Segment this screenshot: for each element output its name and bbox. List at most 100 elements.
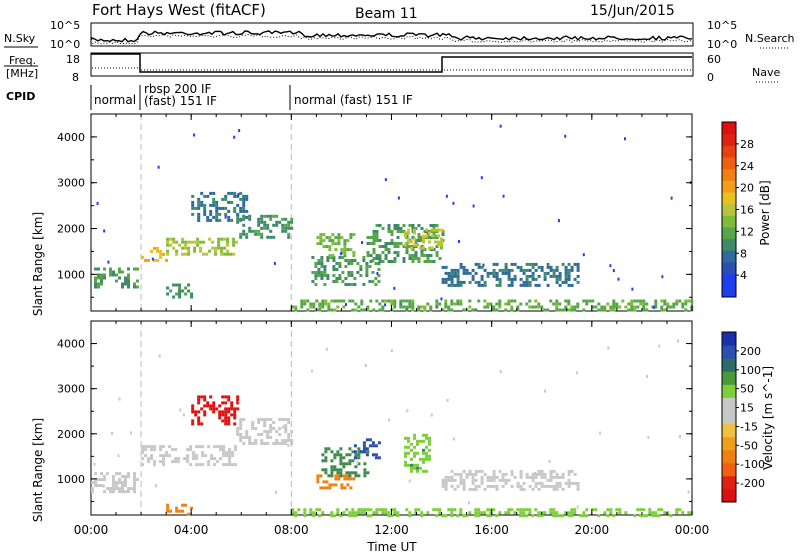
data-cell [492,478,496,482]
data-cell [447,305,451,309]
data-cell [573,472,577,476]
data-cell [531,277,535,281]
data-cell [172,246,176,250]
data-cell [576,487,580,491]
data-cell [215,218,219,222]
data-cell [361,241,364,245]
data-cell [172,283,176,287]
nsearch-tick-bottom: 10^0 [707,38,737,51]
data-cell [609,305,613,309]
data-cell [320,265,324,268]
colorbar-tick-label: -15 [740,420,758,433]
data-cell [501,475,505,479]
data-cell [597,308,601,312]
data-cell [195,445,199,449]
data-cell [393,260,397,263]
data-cell [548,459,551,463]
data-cell [303,511,307,515]
data-cell [495,514,499,518]
data-cell [187,289,191,293]
data-cell [396,236,400,239]
data-cell [166,252,170,256]
data-cell [339,459,343,463]
data-cell [150,448,154,452]
data-cell [127,472,130,476]
data-cell [169,243,173,247]
data-cell [159,454,163,458]
data-cell [245,232,249,236]
data-cell [321,453,325,457]
data-cell [428,454,431,458]
data-cell [459,475,463,479]
data-cell [326,277,330,280]
data-cell [612,302,616,306]
data-cell [513,511,517,515]
data-cell [462,484,466,488]
data-cell [203,413,207,417]
colorbar-swatch [722,157,736,170]
nave-tick-top: 60 [707,53,721,66]
x-tick-label: 00:00 [675,523,710,537]
data-cell [453,472,457,476]
data-cell [428,246,431,250]
data-cell [187,246,191,250]
data-cell [155,484,158,488]
freq-label-1: Freq. [9,54,36,67]
data-cell [384,511,388,515]
data-cell [561,487,565,491]
data-cell [291,508,295,512]
data-cell [201,445,205,449]
data-cell [144,445,148,449]
data-cell [211,240,215,244]
data-cell [109,267,112,271]
data-cell [284,226,288,230]
data-cell [357,474,361,478]
data-cell [564,305,568,309]
data-cell [174,460,178,464]
data-cell [242,200,246,204]
data-cell [333,514,337,518]
data-cell [422,451,425,455]
data-cell [510,280,514,284]
data-cell [537,265,541,269]
data-cell [654,511,658,515]
data-cell [337,236,341,240]
data-cell [144,454,148,458]
data-cell [561,514,565,518]
data-cell [422,460,425,464]
data-cell [396,245,400,248]
colorbar-swatch [722,122,736,135]
data-cell [242,209,246,213]
colorbar-swatch [722,262,736,275]
data-cell [525,472,529,476]
data-cell [352,251,356,255]
data-cell [130,487,133,491]
data-cell [372,242,376,245]
data-cell [353,277,357,280]
data-cell [413,445,416,449]
data-cell [498,299,502,303]
data-cell [266,430,270,433]
data-cell [404,460,407,464]
data-cell [675,508,679,512]
data-cell [224,401,228,405]
data-cell [331,242,335,246]
data-cell [410,442,413,446]
data-cell [320,277,324,280]
data-cell [162,252,166,256]
data-cell [407,237,410,241]
data-cell [214,249,218,253]
data-cell [375,508,379,512]
data-cell [510,283,514,287]
data-cell [323,274,327,277]
data-cell [360,511,364,515]
data-cell [269,214,273,218]
data-cell [471,478,475,482]
data-cell [236,220,240,224]
data-cell [564,299,568,303]
data-cell [230,401,234,405]
data-cell [236,398,240,402]
data-cell [384,248,388,251]
data-cell [172,295,176,299]
data-cell [339,474,343,478]
